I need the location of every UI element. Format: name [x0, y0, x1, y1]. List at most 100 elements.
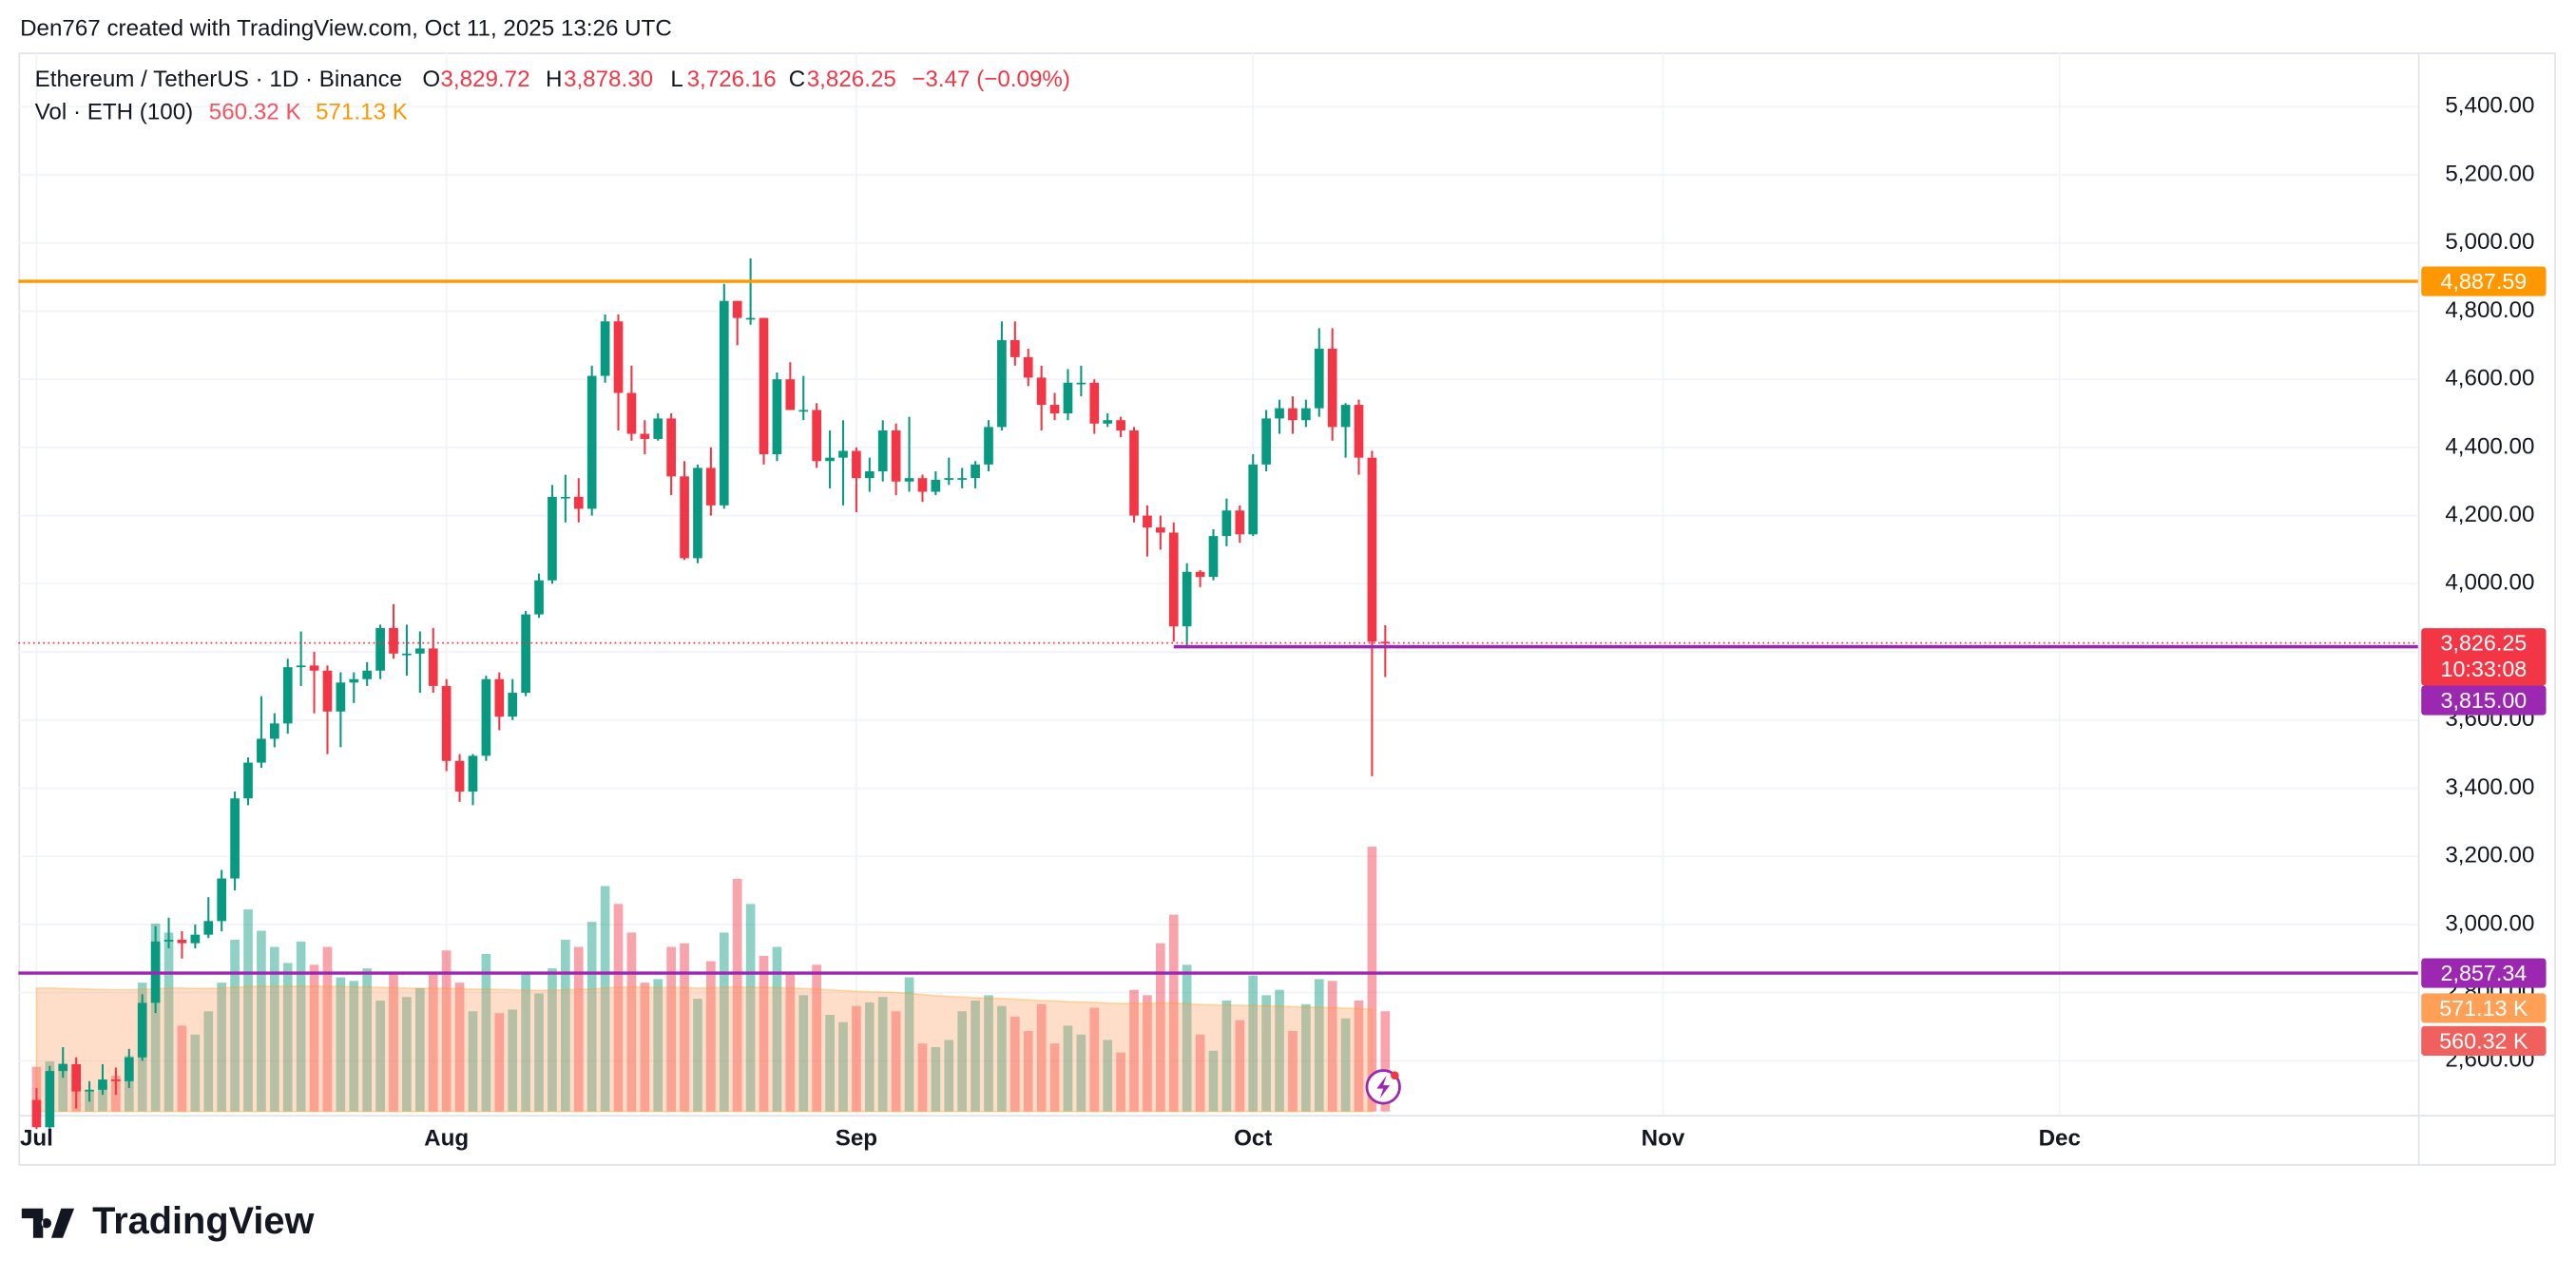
candle-body: [1235, 510, 1245, 535]
volume-bar: [1340, 1018, 1351, 1112]
volume-bar: [1168, 914, 1179, 1112]
candle-body: [1195, 571, 1205, 578]
volume-bar: [1009, 1016, 1020, 1112]
symbol: Ethereum / TetherUS · 1D · Binance: [35, 67, 402, 92]
volume-bar: [468, 1011, 478, 1112]
replay-icon[interactable]: [1365, 1069, 1401, 1105]
candle-body: [600, 321, 610, 376]
volume-bar: [336, 977, 346, 1112]
candle-body: [243, 762, 253, 799]
volume-bar: [852, 1005, 861, 1112]
volume-bar: [1261, 995, 1271, 1112]
candle-body: [759, 317, 769, 455]
volume-bar: [573, 946, 584, 1112]
candle-body: [1143, 515, 1152, 528]
volume-ma-area: [35, 985, 1374, 1113]
volume-bar: [772, 946, 782, 1112]
volume-bar: [1221, 1000, 1232, 1112]
low-value: 3,726.16: [687, 67, 777, 92]
volume-bar: [561, 939, 570, 1112]
candle-body: [772, 379, 782, 455]
candle-body: [1129, 430, 1139, 516]
volume-bar: [282, 963, 293, 1112]
volume-bar: [1023, 1031, 1033, 1112]
candle-body: [693, 468, 702, 559]
price-label-text: 4,887.59: [2441, 269, 2528, 294]
candle-body: [971, 464, 980, 479]
x-tick-label: Nov: [1642, 1126, 1685, 1152]
volume-bar: [389, 973, 398, 1112]
icon-bolt: [1376, 1075, 1391, 1098]
brand-logo: TradingView: [21, 1200, 315, 1242]
candle-body: [1103, 420, 1113, 424]
candle-body: [71, 1063, 81, 1092]
candle-body: [825, 457, 835, 462]
candle-body: [415, 648, 425, 654]
volume-bar: [1327, 981, 1337, 1112]
candle-body: [137, 1002, 147, 1058]
brand: TradingView: [92, 1200, 314, 1242]
volume-bar: [1354, 1000, 1364, 1112]
candle-body: [375, 627, 385, 671]
candle-body: [508, 693, 518, 717]
candle-body: [31, 1099, 42, 1128]
countdown-text: 10:33:08: [2441, 657, 2528, 681]
legend: Ethereum / TetherUS · 1D · Binance O 3,8…: [35, 67, 1070, 125]
candle-body: [282, 667, 293, 724]
candle-body: [997, 339, 1007, 428]
candle-body: [1023, 356, 1033, 378]
volume-bar: [322, 946, 333, 1112]
x-tick-label: Jul: [20, 1126, 53, 1152]
open-value: 3,829.72: [440, 67, 529, 92]
candle-body: [1314, 348, 1324, 409]
candles: [31, 258, 1391, 1136]
x-tick-label: Sep: [836, 1126, 877, 1152]
candle-body: [309, 665, 319, 671]
candle-body: [336, 682, 346, 712]
chart-frame: [18, 52, 2556, 1166]
candle-body: [362, 670, 373, 679]
candle-body: [785, 379, 796, 410]
candle-body: [521, 614, 530, 694]
volume-bar: [150, 924, 161, 1112]
volume-bar: [217, 983, 227, 1112]
candle-body: [1049, 405, 1060, 414]
volume-bar: [1089, 1007, 1100, 1112]
candle-body: [904, 478, 914, 482]
volume-bar: [680, 943, 689, 1112]
candle-body: [561, 496, 570, 499]
candle-body: [98, 1079, 107, 1090]
volume-bar: [415, 987, 425, 1112]
volume-bar: [534, 993, 544, 1112]
y-tick-label: 5,400.00: [2445, 93, 2534, 119]
price-label-box: [2421, 958, 2547, 988]
candle-body: [1380, 641, 1391, 644]
volume-bar: [1063, 1025, 1073, 1112]
candle-body: [1261, 418, 1271, 465]
candle-body: [732, 300, 742, 318]
volume-bar: [1143, 995, 1152, 1112]
candle-body: [653, 418, 663, 439]
candle-body: [163, 940, 174, 942]
volume-bar: [706, 961, 716, 1112]
volume-bar: [1380, 1011, 1391, 1112]
candle-body: [706, 468, 716, 506]
open-key: O: [422, 67, 440, 92]
price-label-text: 3,815.00: [2441, 688, 2528, 713]
volume-bar: [521, 973, 530, 1112]
volume-bar: [626, 932, 637, 1112]
change: −3.47 (−0.09%): [912, 67, 1070, 92]
volume-bar: [454, 983, 465, 1112]
volume-bar: [640, 983, 650, 1112]
volume-bar: [1129, 989, 1139, 1112]
candle-body: [745, 317, 756, 320]
volume-bar: [349, 981, 359, 1112]
volume-bar: [98, 1084, 107, 1112]
candle-body: [468, 755, 478, 792]
volume-bar: [653, 979, 663, 1112]
candle-body: [1367, 457, 1377, 642]
candle-body: [230, 798, 240, 879]
low-key: L: [670, 67, 682, 92]
